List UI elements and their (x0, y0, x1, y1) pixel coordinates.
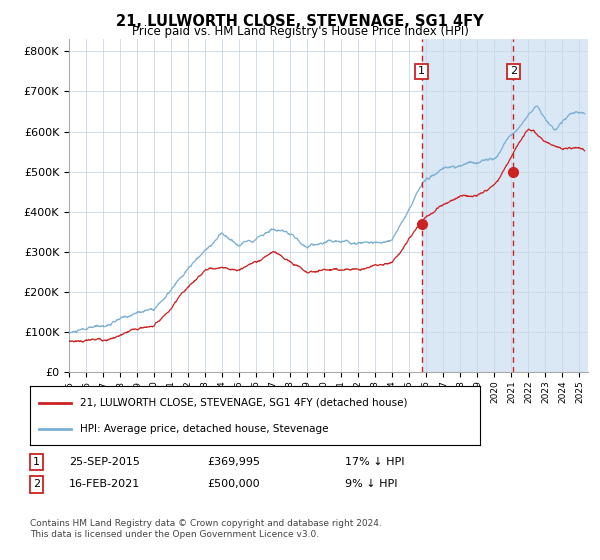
Text: Price paid vs. HM Land Registry's House Price Index (HPI): Price paid vs. HM Land Registry's House … (131, 25, 469, 38)
Text: 1: 1 (33, 457, 40, 467)
Text: 16-FEB-2021: 16-FEB-2021 (69, 479, 140, 489)
Text: 21, LULWORTH CLOSE, STEVENAGE, SG1 4FY: 21, LULWORTH CLOSE, STEVENAGE, SG1 4FY (116, 14, 484, 29)
Text: 25-SEP-2015: 25-SEP-2015 (69, 457, 140, 467)
Text: £369,995: £369,995 (207, 457, 260, 467)
Text: 21, LULWORTH CLOSE, STEVENAGE, SG1 4FY (detached house): 21, LULWORTH CLOSE, STEVENAGE, SG1 4FY (… (79, 398, 407, 408)
Text: £500,000: £500,000 (207, 479, 260, 489)
Bar (422, 39, 588, 372)
Text: 17% ↓ HPI: 17% ↓ HPI (345, 457, 404, 467)
Text: Contains HM Land Registry data © Crown copyright and database right 2024.
This d: Contains HM Land Registry data © Crown c… (30, 520, 382, 539)
Text: 1: 1 (418, 66, 425, 76)
Text: HPI: Average price, detached house, Stevenage: HPI: Average price, detached house, Stev… (79, 424, 328, 434)
Text: 2: 2 (33, 479, 40, 489)
Text: 2: 2 (510, 66, 517, 76)
Text: 9% ↓ HPI: 9% ↓ HPI (345, 479, 398, 489)
